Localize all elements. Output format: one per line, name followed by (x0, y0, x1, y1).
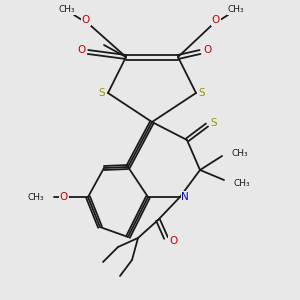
Text: S: S (199, 88, 205, 98)
Text: O: O (82, 15, 90, 25)
Text: O: O (212, 15, 220, 25)
Text: O: O (169, 236, 177, 246)
Text: CH₃: CH₃ (59, 5, 75, 14)
Text: N: N (181, 192, 189, 202)
Text: O: O (203, 45, 211, 55)
Text: CH₃: CH₃ (232, 148, 249, 158)
Text: O: O (77, 45, 85, 55)
Text: O: O (60, 192, 68, 202)
Text: S: S (99, 88, 105, 98)
Text: S: S (211, 118, 217, 128)
Text: CH₃: CH₃ (234, 178, 250, 188)
Text: CH₃: CH₃ (228, 5, 244, 14)
Text: CH₃: CH₃ (27, 193, 44, 202)
